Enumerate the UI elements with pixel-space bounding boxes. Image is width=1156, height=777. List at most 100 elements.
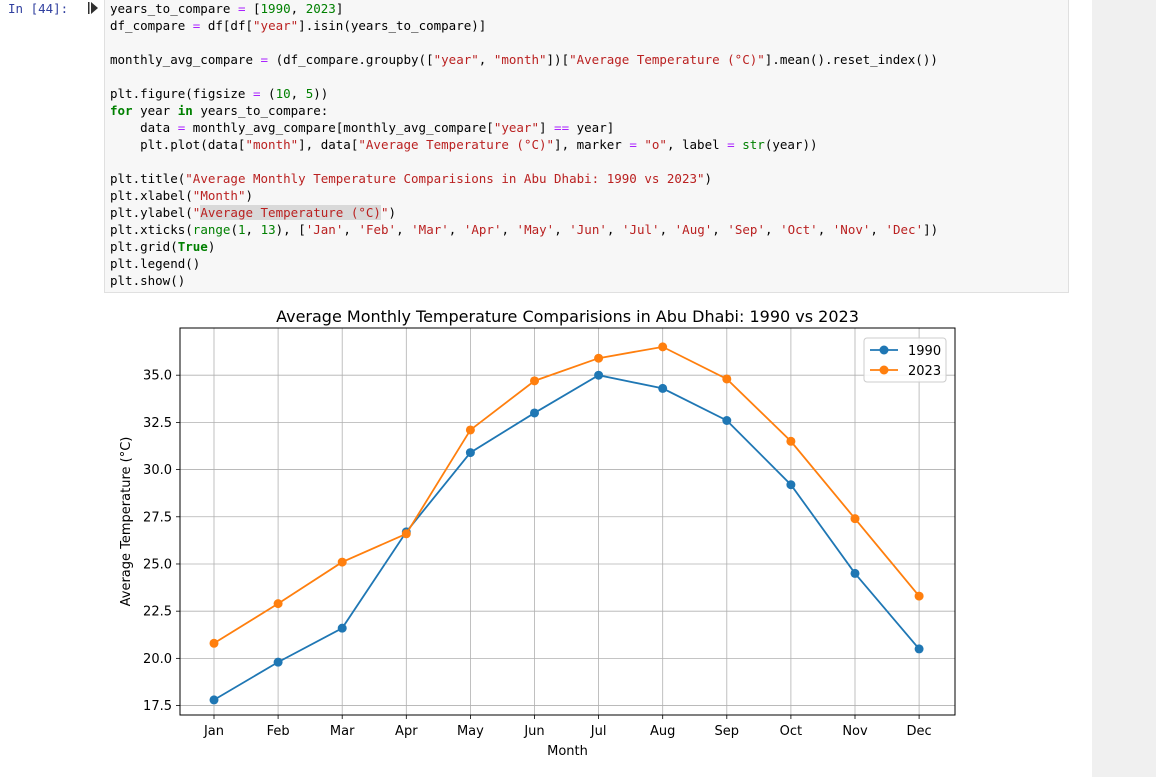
data-point-2023 [658,342,668,352]
code-token: years_to_compare: [192,103,329,118]
code-line: years_to_compare = [1990, 2023] [110,0,938,17]
data-point-1990 [465,448,475,458]
data-point-1990 [209,695,219,705]
data-point-2023 [273,599,283,609]
data-point-2023 [401,529,411,539]
code-token: True [177,239,208,254]
code-token: str [742,137,765,152]
code-token: "year" [433,52,479,67]
code-token: ] [335,1,344,16]
collapse-output-icon[interactable] [88,2,100,14]
x-tick-label: Nov [842,724,868,739]
code-token: in [177,103,193,118]
x-tick-label: Sep [715,724,740,739]
code-token: ])[ [546,52,570,67]
code-token: year [132,103,178,118]
code-line: df_compare = df[df["year"].isin(years_to… [110,17,938,34]
code-token: [ [245,1,261,16]
code-token: plt.xlabel( [110,188,193,203]
code-line: plt.plot(data["month"], data["Average Te… [110,136,938,153]
code-token: 13 [260,222,276,237]
x-tick-label: Jan [203,724,224,739]
code-token: 'May' [516,222,555,237]
code-token: , [290,1,306,16]
code-token: monthly_avg_compare[monthly_avg_compare[ [185,120,494,135]
data-point-1990 [914,644,924,654]
x-tick-label: Jul [590,724,607,739]
data-point-2023 [594,353,604,363]
code-token: for [110,103,133,118]
x-tick-label: Dec [907,724,932,739]
code-token: Average Temperature (°C) [200,205,381,220]
x-tick-label: Mar [330,724,355,739]
code-token: , [343,222,359,237]
code-token: 'Sep' [727,222,765,237]
code-token: 'Dec' [885,222,924,237]
code-token: 10 [275,86,291,101]
data-point-1990 [530,408,539,418]
code-line: plt.show() [110,272,938,289]
code-token: , [290,86,306,101]
data-point-1990 [337,623,347,633]
code-line: plt.title("Average Monthly Temperature C… [110,170,938,187]
code-token: = [727,137,735,152]
code-token: = [260,52,269,67]
code-token: monthly_avg_compare [110,52,261,67]
code-token: ) [207,239,216,254]
right-side-panel [1092,0,1156,777]
code-line: plt.xlabel("Month") [110,187,938,204]
code-token: plt.grid( [110,239,178,254]
code-token: plt.show() [110,273,186,288]
code-cell-input[interactable]: years_to_compare = [1990, 2023] df_compar… [104,0,1069,293]
plot-area-frame [179,327,956,716]
code-token: df_compare [110,18,193,33]
data-point-1990 [722,416,732,426]
code-line [110,34,938,51]
y-tick-label: 32.5 [143,416,172,431]
cell-prompt: In [44]: [8,1,69,16]
code-token: )) [313,86,329,101]
y-tick-label: 22.5 [143,605,172,620]
code-token: , [659,222,675,237]
code-line: plt.legend() [110,255,938,272]
code-token: ].mean().reset_index()) [764,52,938,67]
x-tick-label: Oct [780,724,802,739]
code-token: plt.plot(data[ [110,137,246,152]
line-chart: Jan Feb Mar Apr May Jun Jul Aug Sep Oct Nov Dec 17.5… [119,307,956,759]
code-token: ) [245,188,254,203]
legend-label: 1990 [908,344,941,359]
y-tick-label: 27.5 [143,510,172,525]
series-line-1990 [213,374,920,701]
code-token: years_to_compare [110,1,238,16]
data-point-2023 [209,638,219,648]
legend-marker-1990 [879,345,889,355]
code-token: ], data[ [298,137,359,152]
y-tick-label: 35.0 [143,369,172,384]
code-line: plt.ylabel("Average Temperature (°C)") [110,204,938,221]
y-tick-label: 30.0 [143,463,172,478]
code-token: plt.legend() [110,256,201,271]
code-token: , [870,222,886,237]
chart-title: Average Monthly Temperature Comparisions… [276,307,859,326]
code-token: 'Feb' [358,222,397,237]
code-token: (df_compare.groupby([ [268,52,434,67]
code-token: 1990 [260,1,291,16]
x-tick-label: Feb [267,724,290,739]
code-editor[interactable]: years_to_compare = [1990, 2023] df_compar… [110,0,938,289]
x-axis-label: Month [547,744,588,759]
code-token: 5 [305,86,314,101]
data-point-1990 [658,383,668,393]
code-token: , [501,222,517,237]
legend-label: 2023 [908,364,941,379]
code-token: "month" [245,137,299,152]
code-token: plt.title( [110,171,186,186]
data-point-2023 [786,436,796,446]
code-token: 'Oct' [780,222,818,237]
code-line: plt.grid(True) [110,238,938,255]
code-token: (year)) [764,137,818,152]
code-token: , [396,222,412,237]
code-token: 'Jul' [621,222,660,237]
code-token: ), [ [275,222,306,237]
code-token: plt.figure(figsize [110,86,253,101]
code-line: plt.figure(figsize = (10, 5)) [110,85,938,102]
